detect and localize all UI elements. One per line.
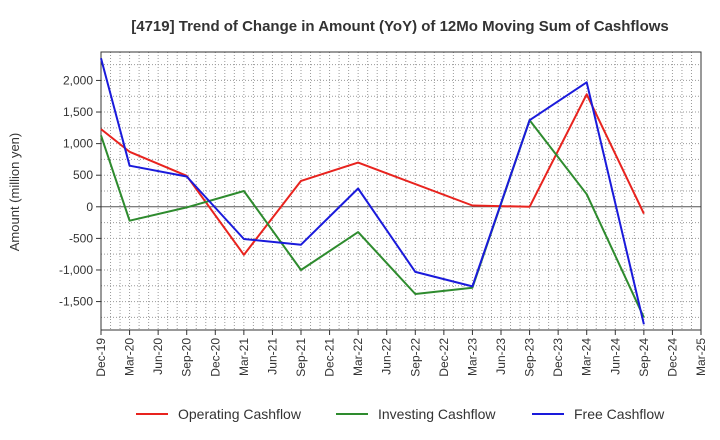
- x-tick-label: Jun-22: [380, 338, 394, 375]
- series-line-operating-cashflow: [100, 93, 645, 256]
- x-tick-label: Dec-24: [665, 338, 679, 377]
- y-tick-label: -500: [69, 231, 93, 245]
- x-tick-label: Jun-21: [265, 338, 279, 375]
- x-tick-label: Sep-20: [180, 338, 194, 377]
- x-tick-label: Mar-21: [237, 338, 251, 376]
- legend: Operating Cashflow Investing Cashflow Free…: [136, 406, 665, 422]
- axes: 2,000 1,500 1,000 500 0 -500 -1,000 -1,500 Dec-1…: [59, 51, 708, 377]
- series-lines: [100, 58, 645, 325]
- legend-label: Operating Cashflow: [178, 406, 302, 422]
- y-tick-label: -1,500: [59, 295, 93, 309]
- gridlines: [100, 52, 702, 330]
- x-tick-label: Dec-20: [208, 338, 222, 377]
- x-tick-label: Dec-22: [437, 338, 451, 377]
- series-line-investing-cashflow: [100, 119, 645, 318]
- x-tick-label: Sep-24: [637, 338, 651, 377]
- x-tick-label: Mar-23: [465, 338, 479, 376]
- x-tick-label: Dec-21: [323, 338, 337, 377]
- plot-frame: [100, 51, 702, 331]
- x-tick-label: Jun-23: [494, 338, 508, 375]
- y-tick-label: 1,000: [63, 137, 93, 151]
- x-tick-label: Mar-20: [123, 338, 137, 376]
- x-tick-label: Mar-22: [351, 338, 365, 376]
- x-tick-label: Jun-24: [608, 338, 622, 375]
- x-tick-label: Dec-23: [551, 338, 565, 377]
- y-tick-label: 1,500: [63, 105, 93, 119]
- x-tick-label: Dec-19: [94, 338, 108, 377]
- series-line-free-cashflow: [100, 58, 645, 325]
- x-tick-label: Mar-25: [694, 338, 708, 376]
- x-tick-label: Mar-24: [580, 338, 594, 376]
- y-axis-label: Amount (million yen): [7, 133, 22, 252]
- x-tick-label: Sep-23: [523, 338, 537, 377]
- y-tick-label: -1,000: [59, 263, 93, 277]
- x-tick-label: Sep-22: [408, 338, 422, 377]
- legend-label: Investing Cashflow: [378, 406, 496, 422]
- legend-label: Free Cashflow: [574, 406, 665, 422]
- y-tick-label: 0: [86, 200, 93, 214]
- x-tick-label: Sep-21: [294, 338, 308, 377]
- y-tick-label: 500: [73, 168, 93, 182]
- x-tick-label: Jun-20: [151, 338, 165, 375]
- y-tick-label: 2,000: [63, 73, 93, 87]
- chart-title: [4719] Trend of Change in Amount (YoY) o…: [131, 18, 669, 35]
